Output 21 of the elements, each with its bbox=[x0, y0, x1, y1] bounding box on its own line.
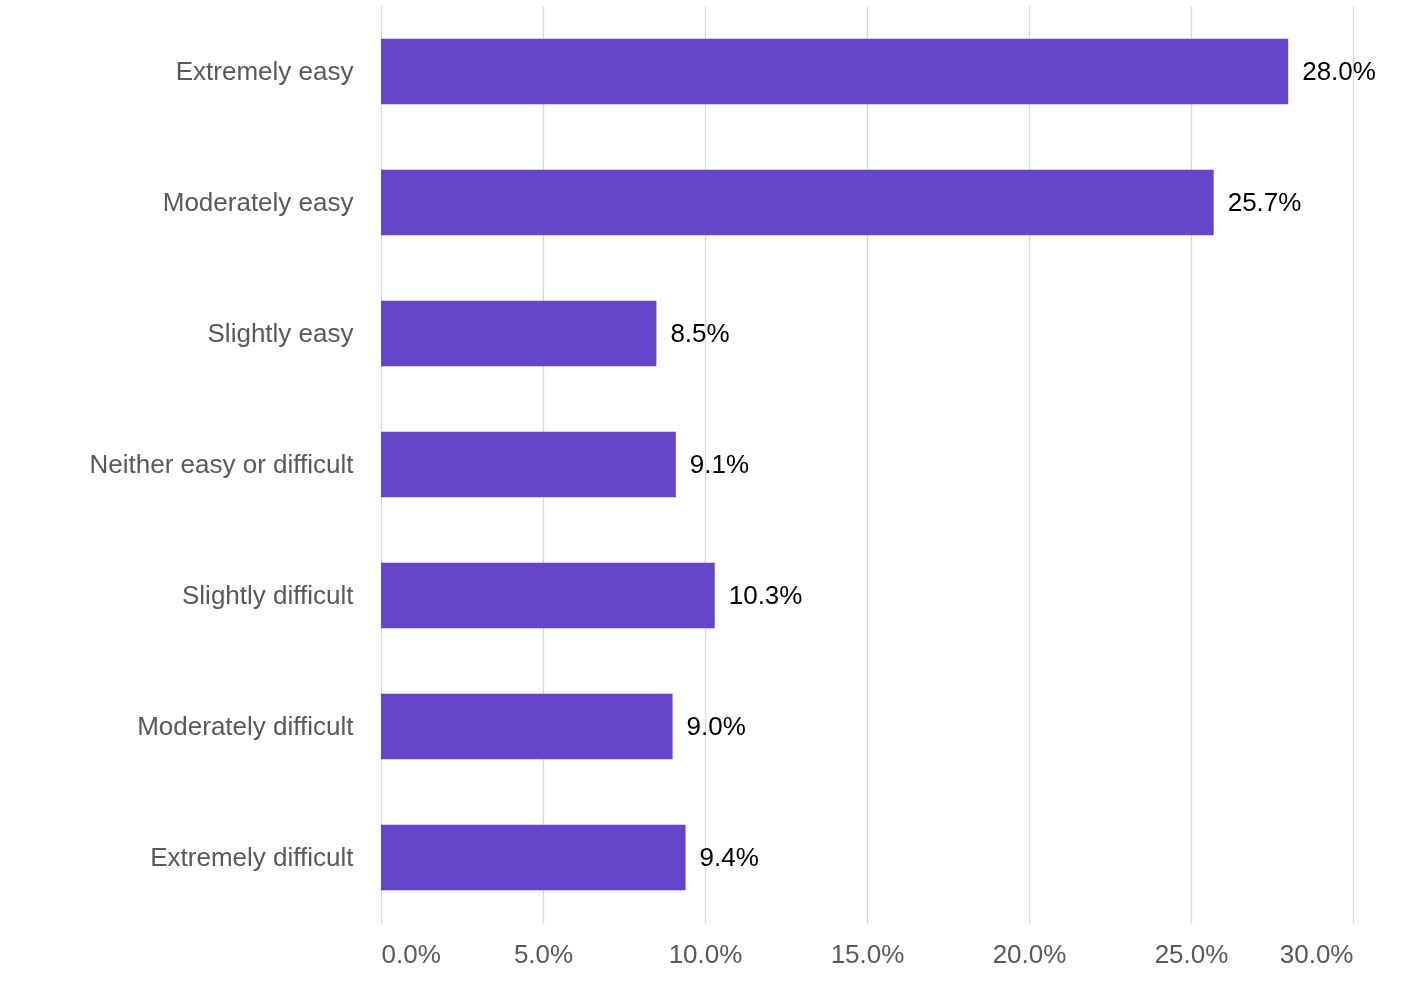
y-tick-label: Extremely easy bbox=[175, 55, 354, 86]
data-label: 9.4% bbox=[699, 841, 759, 872]
y-tick-label: Slightly difficult bbox=[182, 579, 355, 610]
data-label: 10.3% bbox=[728, 579, 803, 610]
data-label: 8.5% bbox=[670, 317, 730, 348]
x-tick-label: 20.0% bbox=[992, 938, 1067, 969]
x-tick-label: 25.0% bbox=[1154, 938, 1229, 969]
y-tick-label: Moderately easy bbox=[162, 186, 354, 217]
data-label: 9.0% bbox=[686, 710, 746, 741]
y-tick-label: Neither easy or difficult bbox=[89, 448, 355, 479]
x-tick-label: 0.0% bbox=[381, 938, 441, 969]
x-tick-label: 5.0% bbox=[513, 938, 574, 969]
y-tick-label: Moderately difficult bbox=[137, 710, 355, 741]
y-tick-label: Extremely difficult bbox=[150, 841, 355, 872]
x-tick-label: 30.0% bbox=[1279, 938, 1354, 969]
data-label: 25.7% bbox=[1227, 186, 1302, 217]
data-label: 9.1% bbox=[689, 448, 750, 479]
y-tick-label: Slightly easy bbox=[207, 317, 354, 348]
data-label: 28.0% bbox=[1302, 55, 1376, 86]
x-tick-label: 15.0% bbox=[830, 938, 905, 969]
x-tick-label: 10.0% bbox=[668, 938, 743, 969]
